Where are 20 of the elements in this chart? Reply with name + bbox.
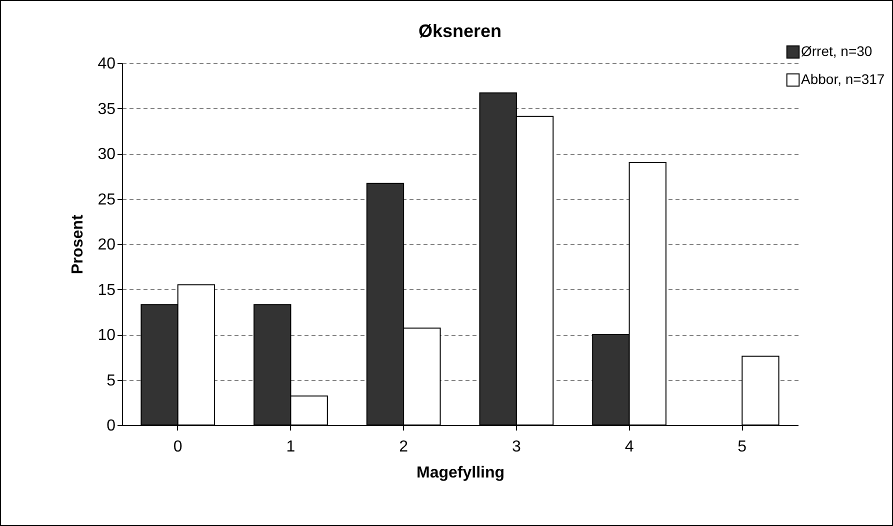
x-tick-label: 1 xyxy=(286,438,296,456)
y-tick-label: 25 xyxy=(98,191,116,208)
x-tick-label: 5 xyxy=(738,438,747,456)
y-tick-label: 5 xyxy=(106,372,116,390)
y-tick-label: 30 xyxy=(98,146,116,163)
y-tick-label: 20 xyxy=(98,236,116,254)
x-tick-label: 2 xyxy=(399,438,408,456)
legend-label: Ørret, n=30 xyxy=(801,43,872,59)
y-tick-label: 0 xyxy=(106,418,116,434)
y-tick-label: 10 xyxy=(98,327,116,344)
y-tick-label: 40 xyxy=(98,56,116,72)
legend-label: Abbor, n=317 xyxy=(801,71,885,87)
x-tick-label: 4 xyxy=(624,438,634,456)
chart-title: Øksneren xyxy=(418,21,502,41)
y-tick-label: 15 xyxy=(98,282,116,299)
x-axis-title: Magefylling xyxy=(416,464,505,482)
y-tick-label: 35 xyxy=(98,100,116,118)
y-axis-title: Prosent xyxy=(70,214,87,274)
x-tick-label: 3 xyxy=(512,438,521,456)
x-tick-label: 0 xyxy=(173,438,182,456)
